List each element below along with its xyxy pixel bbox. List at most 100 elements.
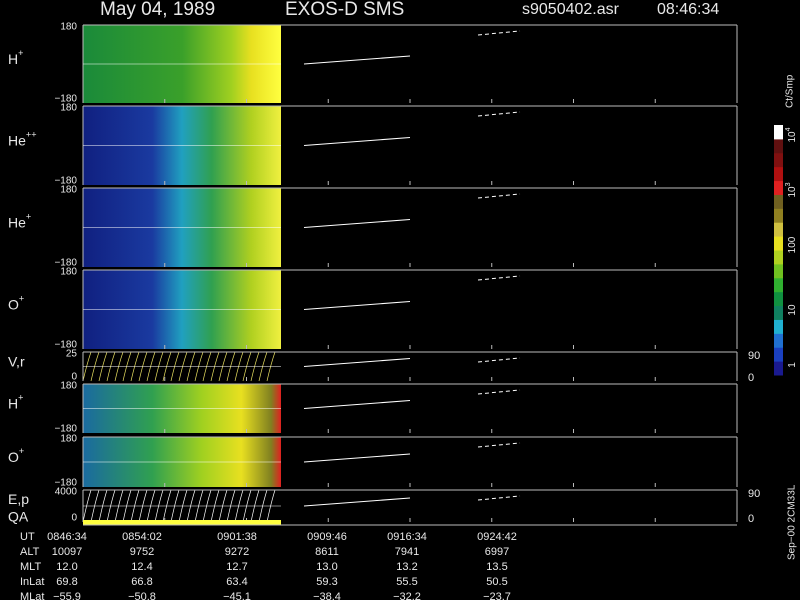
- y2-bottom-label: 0: [748, 372, 754, 384]
- y-top-label: 4000: [55, 487, 78, 498]
- orbit-trace: [303, 301, 411, 310]
- colorbar-label: 10: [787, 304, 798, 316]
- table-cell: −38.4: [313, 591, 341, 600]
- table-cell: 0854:02: [122, 531, 162, 543]
- colorbar-label-base: 100: [787, 236, 798, 253]
- y-top-label: 25: [66, 349, 78, 360]
- trace: [154, 489, 164, 523]
- y-bottom-label: −180: [54, 478, 77, 489]
- colorbar-label-base: 10: [787, 186, 798, 198]
- orbit-trace: [303, 137, 411, 146]
- trace: [98, 351, 108, 382]
- trace: [210, 489, 220, 523]
- table-cell: 0901:38: [217, 531, 257, 543]
- row-label: MLat: [20, 591, 44, 600]
- colorbar-cell: [774, 305, 783, 320]
- y-top-label: 180: [60, 434, 77, 445]
- colorbar-cell: [774, 125, 783, 140]
- trace: [130, 351, 140, 382]
- colorbar-cell: [774, 236, 783, 251]
- table-cell: −32.2: [393, 591, 421, 600]
- trace: [250, 489, 260, 523]
- trace: [82, 489, 92, 523]
- trace: [194, 351, 204, 382]
- trace: [146, 351, 156, 382]
- trace: [114, 489, 124, 523]
- colorbar-label-base: 10: [787, 304, 798, 316]
- panel-label-sup: +: [19, 446, 24, 456]
- orbit-trace: [477, 357, 521, 363]
- colorbar-cell: [774, 180, 783, 195]
- trace: [146, 489, 156, 523]
- trace: [234, 489, 244, 523]
- trace: [258, 489, 268, 523]
- table-cell: −23.7: [483, 591, 511, 600]
- y-bottom-label: −180: [54, 340, 77, 351]
- y-bottom-label: 0: [71, 513, 77, 524]
- colorbar-cell: [774, 194, 783, 209]
- table-cell: 69.8: [56, 576, 77, 588]
- date: May 04, 1989: [100, 0, 215, 20]
- colorbar-label-sup: 3: [785, 182, 792, 186]
- panel-label-base: O: [8, 296, 19, 312]
- orbit-trace: [477, 275, 521, 281]
- panel-label-sup: +: [18, 48, 23, 58]
- table-cell: 6997: [485, 546, 509, 558]
- y-bottom-label: −180: [54, 424, 77, 435]
- panels: 180−180H+180−180He++180−180He+180−180O+2…: [8, 22, 760, 526]
- trace: [138, 489, 148, 523]
- colorbar-label: 100: [787, 236, 798, 253]
- orbit-trace: [477, 442, 521, 448]
- table-cell: 13.2: [396, 561, 417, 573]
- trace: [138, 351, 148, 382]
- panel-label-base: E,p: [8, 491, 29, 507]
- colorbar-unit: Ct/Smp: [785, 74, 796, 108]
- panel-label-sup: +: [18, 393, 23, 403]
- trace: [242, 351, 252, 382]
- table-cell: 0916:34: [387, 531, 427, 543]
- table-cell: 12.7: [226, 561, 247, 573]
- table: UT 0846:34 0854:02 0901:38 0909:46 0916:34 092…: [20, 531, 517, 600]
- trace: [226, 351, 236, 382]
- panel-label: V,r: [8, 353, 25, 369]
- table-cell: 0846:34: [47, 531, 87, 543]
- orbit-trace: [303, 497, 411, 507]
- trace: [122, 351, 132, 382]
- trace: [90, 351, 100, 382]
- panel-label-base: V,r: [8, 353, 25, 369]
- table-cell: 13.0: [316, 561, 337, 573]
- trace: [202, 351, 212, 382]
- panel-label-sup: +: [26, 212, 31, 222]
- orbit-trace: [477, 495, 521, 501]
- table-cell: 12.0: [56, 561, 77, 573]
- panel-label-base: H: [8, 51, 18, 67]
- colorbar-label-base: 10: [787, 131, 798, 143]
- time: 08:46:34: [657, 1, 719, 18]
- trace: [242, 489, 252, 523]
- trace: [202, 489, 212, 523]
- row-label: InLat: [20, 576, 44, 588]
- panel-label: E,p: [8, 491, 29, 507]
- colorbar-cell: [774, 333, 783, 348]
- trace: [178, 351, 188, 382]
- trace: [162, 351, 172, 382]
- file: s9050402.asr: [522, 1, 620, 18]
- y-top-label: 180: [60, 185, 77, 196]
- table-cell: −55.9: [53, 591, 81, 600]
- colorbar-cell: [774, 166, 783, 182]
- table-cell: 50.5: [486, 576, 507, 588]
- trace: [266, 351, 276, 382]
- orbit-trace: [303, 55, 411, 65]
- y-top-label: 180: [60, 22, 77, 33]
- orbit-trace: [303, 453, 411, 463]
- trace: [250, 351, 260, 382]
- trace: [170, 351, 180, 382]
- trace: [186, 489, 196, 523]
- instrument: EXOS-D SMS: [285, 0, 404, 20]
- colorbar-cell: [774, 222, 783, 237]
- table-cell: 9752: [130, 546, 154, 558]
- panel-label-sup: +: [19, 294, 24, 304]
- table-cell: 63.4: [226, 576, 247, 588]
